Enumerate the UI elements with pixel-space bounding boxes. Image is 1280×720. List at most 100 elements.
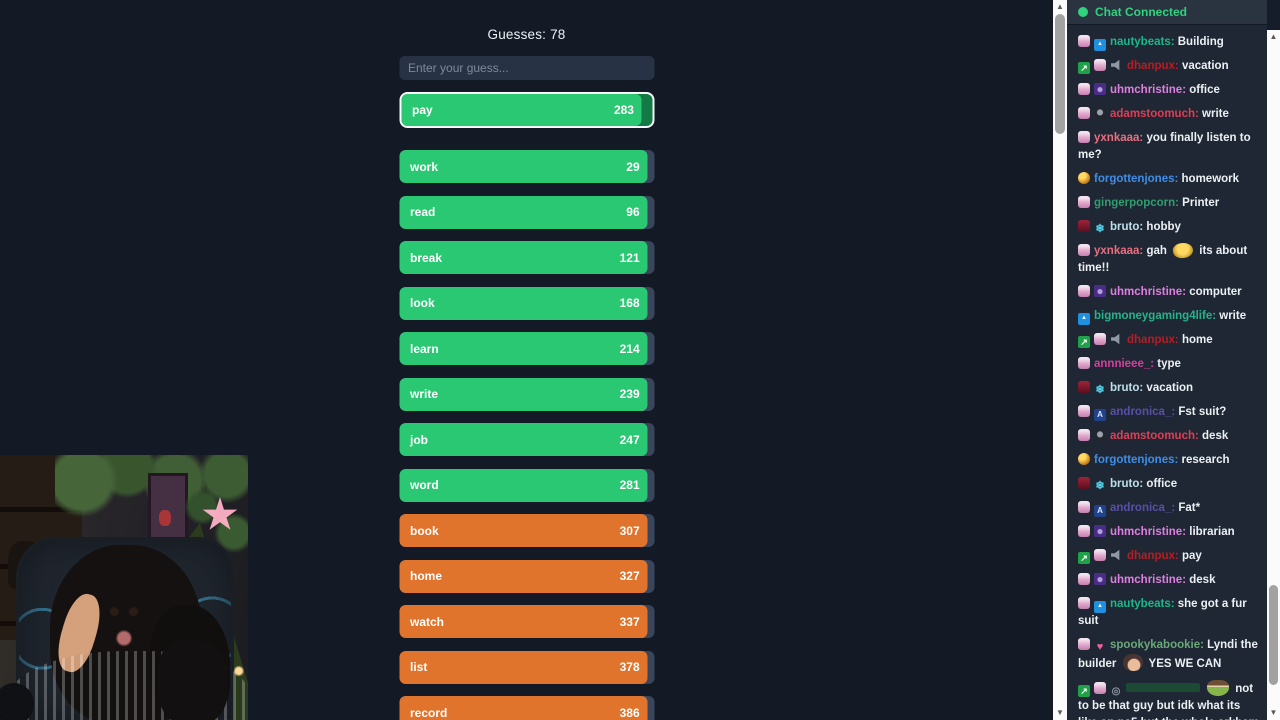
scrollbar-thumb[interactable] bbox=[1269, 585, 1278, 685]
guess-word: word bbox=[410, 478, 439, 492]
boba-badge bbox=[1078, 244, 1090, 256]
chat-username[interactable]: dhanpux: bbox=[1127, 334, 1179, 346]
guess-bar: list 378 bbox=[399, 650, 654, 684]
bee-badge bbox=[1078, 172, 1090, 184]
blue-picture-badge bbox=[1094, 39, 1106, 51]
chat-message: not to be that guy but idk what its like… bbox=[1078, 680, 1261, 720]
guess-bar-fill bbox=[399, 377, 648, 411]
speaker-icon bbox=[1111, 549, 1120, 561]
guess-word: pay bbox=[412, 103, 433, 117]
chat-username[interactable]: spookykabookie: bbox=[1110, 639, 1204, 651]
scrollbar-thumb[interactable] bbox=[1055, 14, 1065, 134]
chat-username[interactable]: dhanpux: bbox=[1127, 550, 1179, 562]
scroll-down-arrow[interactable]: ▼ bbox=[1269, 708, 1278, 717]
heart-badge bbox=[1094, 641, 1106, 653]
guess-bar-fill bbox=[399, 514, 648, 547]
guess-bar: watch 337 bbox=[399, 605, 654, 638]
purple-viewer-badge bbox=[1094, 573, 1106, 585]
boba-red-badge bbox=[1078, 381, 1090, 393]
chat-username[interactable]: uhmchristine: bbox=[1110, 574, 1187, 586]
dark-skull-badge bbox=[1094, 429, 1106, 441]
guess-word: record bbox=[410, 705, 448, 720]
guess-bar-fill bbox=[399, 423, 648, 456]
chat-username[interactable]: yxnkaaa: bbox=[1094, 132, 1144, 144]
snowflake-badge bbox=[1094, 480, 1106, 492]
chat-username[interactable]: forgottenjones: bbox=[1094, 454, 1179, 466]
chat-status: Chat Connected bbox=[1095, 5, 1188, 19]
green-screen-badge bbox=[1078, 62, 1090, 74]
guess-word: job bbox=[410, 432, 428, 447]
chat-username[interactable]: uhmchristine: bbox=[1110, 526, 1187, 538]
boba-red-badge bbox=[1078, 220, 1090, 232]
boba-badge bbox=[1078, 501, 1090, 513]
chat-username[interactable]: andronica_: bbox=[1110, 406, 1176, 418]
page-scrollbar[interactable]: ▲ ▼ bbox=[1053, 0, 1067, 720]
guess-bar-fill bbox=[399, 468, 648, 502]
game-column: Guesses: 78 pay 283 work 29 read 96 break 121 l… bbox=[399, 0, 654, 720]
chat-username[interactable]: bruto: bbox=[1110, 382, 1144, 394]
guess-rank: 307 bbox=[619, 523, 640, 538]
guess-input[interactable] bbox=[399, 56, 654, 80]
guess-list: work 29 read 96 break 121 look 168 learn 214 write… bbox=[399, 150, 654, 720]
purple-viewer-badge bbox=[1094, 285, 1106, 297]
masked-username[interactable] bbox=[1126, 683, 1200, 692]
scroll-up-arrow[interactable]: ▲ bbox=[1269, 32, 1278, 41]
boba-badge bbox=[1078, 597, 1090, 609]
chat-message-list: nautybeats: Building dhanpux: vacation u… bbox=[1067, 25, 1267, 720]
guess-word: look bbox=[410, 296, 435, 310]
guess-bar-fill bbox=[399, 559, 648, 593]
scroll-down-arrow[interactable]: ▼ bbox=[1056, 708, 1064, 717]
guess-bar: book 307 bbox=[399, 514, 654, 547]
boba-badge bbox=[1078, 107, 1090, 119]
guess-word: break bbox=[410, 250, 443, 265]
guess-rank: 247 bbox=[619, 432, 640, 447]
chat-username[interactable]: uhmchristine: bbox=[1110, 286, 1187, 298]
speaker-icon bbox=[1111, 333, 1120, 345]
chat-message: adamstoomuch: write bbox=[1078, 106, 1261, 123]
boba-badge bbox=[1078, 285, 1090, 297]
chat-username[interactable]: bruto: bbox=[1110, 221, 1144, 233]
bee-emote bbox=[1172, 241, 1195, 260]
chat-username[interactable]: adamstoomuch: bbox=[1110, 108, 1199, 120]
chat-username[interactable]: uhmchristine: bbox=[1110, 84, 1187, 96]
chat-scrollbar[interactable]: ▲ ▼ bbox=[1267, 30, 1280, 720]
chat-username[interactable]: nautybeats: bbox=[1110, 36, 1175, 48]
chat-username[interactable]: bigmoneygaming4life: bbox=[1094, 310, 1217, 322]
chat-username[interactable]: adamstoomuch: bbox=[1110, 430, 1199, 442]
boba-badge bbox=[1094, 59, 1106, 71]
chat-username[interactable]: annnieee_: bbox=[1094, 358, 1155, 370]
chat-username[interactable]: andronica_: bbox=[1110, 502, 1176, 514]
guess-bar: look 168 bbox=[399, 286, 654, 320]
chat-username[interactable]: dhanpux: bbox=[1127, 60, 1179, 72]
boba-badge bbox=[1078, 35, 1090, 47]
guess-bar-fill bbox=[399, 150, 648, 183]
guess-word: list bbox=[410, 660, 428, 674]
chat-panel: Chat Connected nautybeats: Building dhan… bbox=[1067, 0, 1267, 720]
boba-badge bbox=[1094, 682, 1106, 694]
chat-username[interactable]: forgottenjones: bbox=[1094, 173, 1179, 185]
boba-badge bbox=[1078, 638, 1090, 650]
bee-badge bbox=[1078, 453, 1090, 465]
chat-username[interactable]: gingerpopcorn: bbox=[1094, 197, 1179, 209]
game-area: Guesses: 78 pay 283 work 29 read 96 break 121 l… bbox=[399, 0, 654, 720]
chat-username[interactable]: nautybeats: bbox=[1110, 598, 1175, 610]
guess-rank: 283 bbox=[613, 103, 634, 117]
boba-badge bbox=[1078, 131, 1090, 143]
chat-username[interactable]: bruto: bbox=[1110, 478, 1144, 490]
green-screen-badge bbox=[1078, 336, 1090, 348]
guess-bar: home 327 bbox=[399, 559, 654, 593]
boba-red-badge bbox=[1078, 477, 1090, 489]
chat-message: adamstoomuch: desk bbox=[1078, 428, 1261, 445]
chat-message: forgottenjones: research bbox=[1078, 452, 1261, 469]
purple-viewer-badge bbox=[1094, 83, 1106, 95]
chat-message: uhmchristine: librarian bbox=[1078, 524, 1261, 541]
chat-message: nautybeats: Building bbox=[1078, 34, 1261, 51]
guess-bar: job 247 bbox=[399, 423, 654, 456]
chat-username[interactable]: yxnkaaa: bbox=[1094, 245, 1144, 257]
guess-bar-fill bbox=[399, 696, 648, 720]
scroll-up-arrow[interactable]: ▲ bbox=[1056, 2, 1064, 11]
guess-bar-fill bbox=[399, 241, 648, 274]
guess-bar: learn 214 bbox=[399, 332, 654, 365]
chat-message: uhmchristine: computer bbox=[1078, 284, 1261, 301]
chat-message: bigmoneygaming4life: write bbox=[1078, 308, 1261, 325]
